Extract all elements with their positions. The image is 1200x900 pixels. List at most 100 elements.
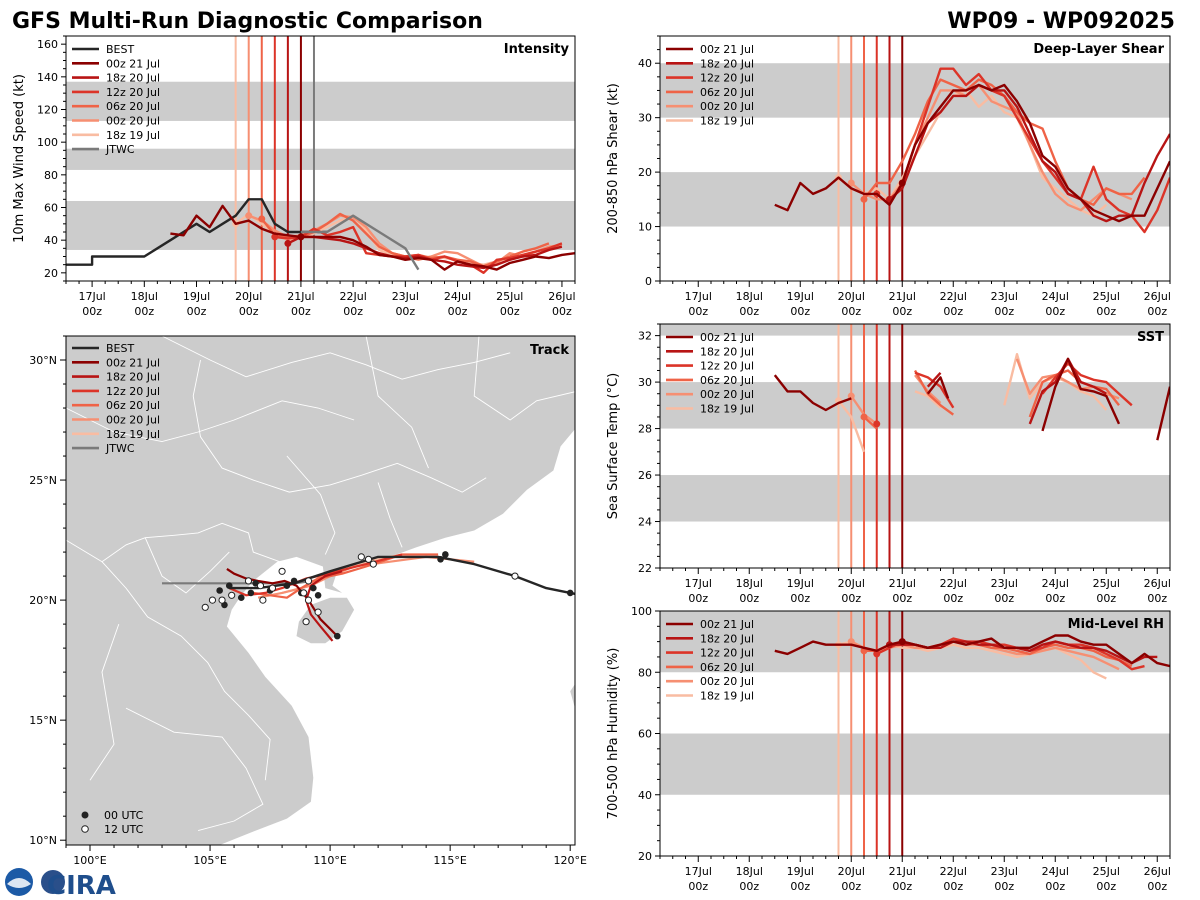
x-tick-label: 17Jul [685,290,712,303]
track-point-12utc [511,572,519,580]
track-point-12utc [369,560,377,568]
track-point-00utc [237,594,245,602]
noaa-wave-icon [7,878,31,888]
shaded-band [66,148,575,170]
x-tick-label: 19Jul [787,577,814,590]
admin-border [473,336,575,421]
x-tick-label: 19Jul [183,290,210,303]
series-line-00z-21-jul [773,374,852,412]
x-tick-sublabel: 00z [1045,880,1065,893]
x-tick-label: 26Jul [1144,865,1171,878]
track-point-12utc [268,584,277,592]
legend-label-06z-20-jul: 06z 20 Jul [106,100,160,113]
x-tick-sublabel: 00z [134,305,154,318]
y-tick-label: 60 [638,728,652,741]
admin-border [66,400,355,443]
intensity-panel: 20 40 60 80 100 120 140 160 17Jul 00z 18Jul 00z 19Ju… [12,35,576,318]
series-line-06z-20-jul [913,369,955,416]
init-point-12z-20-jul [873,650,881,658]
y-tick-label: 20°N [29,594,57,607]
shear-panel: 0 10 20 30 40 17Jul 00z 18Jul 00z 19Jul 00z 20Jul 00… [606,35,1171,318]
legend-label-00z-20-jul: 00z 20 Jul [700,388,754,401]
x-tick-sublabel: 00z [994,305,1014,318]
x-tick-label: 20Jul [838,577,865,590]
y-tick-label: 160 [37,38,58,51]
legend-label-00z-20-jul: 00z 20 Jul [700,675,754,688]
track-point-12utc [201,603,209,611]
legend-label-00z-20-jul: 00z 20 Jul [106,414,160,427]
track-point-12utc [314,608,322,616]
init-point-12z-20-jul [873,420,881,428]
x-tick-sublabel: 00z [291,305,311,318]
plot-area [660,36,1170,281]
y-tick-label: 30 [638,376,652,389]
x-tick-label: 24Jul [1042,577,1069,590]
x-tick-label: 22Jul [940,865,967,878]
y-tick-label: 15°N [29,714,57,727]
init-point-06z-20-jul [860,413,868,421]
y-tick-label: 20 [638,850,652,863]
legend-marker-00utc [81,811,89,819]
x-tick-sublabel: 00z [841,880,861,893]
legend-label-18z-20-jul: 18z 20 Jul [106,371,160,384]
legend-label-00z-21-jul: 00z 21 Jul [106,57,160,70]
admin-border [101,561,271,781]
x-tick-label: 110°E [313,854,346,867]
panel-title: Intensity [504,42,570,57]
init-point-00z-21-jul [898,638,906,646]
x-tick-sublabel: 00z [994,592,1014,605]
x-tick-label: 23Jul [392,290,419,303]
x-tick-sublabel: 00z [790,880,810,893]
legend-label-18z-20-jul: 18z 20 Jul [700,632,754,645]
shaded-band [66,200,575,250]
legend-marker-12utc [81,825,89,833]
shaded-band [660,324,1170,336]
legend-label-18z-19-jul: 18z 19 Jul [700,403,754,416]
x-tick-sublabel: 00z [187,305,207,318]
admin-border [286,455,336,555]
series-line-best [66,198,327,266]
x-tick-sublabel: 00z [790,305,810,318]
track-point-12utc [357,553,365,561]
track-point-00utc [290,577,298,585]
x-tick-label: 25Jul [1093,865,1120,878]
x-tick-label: 21Jul [889,865,916,878]
logo-text: CIRA [47,871,116,900]
track-point-12utc [256,582,265,590]
legend-label-best: BEST [106,43,134,56]
y-axis-label: Sea Surface Temp (°C) [606,373,621,520]
series-line-18z-19-jul [837,399,866,453]
legend-label-18z-20-jul: 18z 20 Jul [700,57,754,70]
admin-border [144,537,230,594]
plot-area [66,36,575,281]
track-point-00utc [216,587,223,594]
y-tick-label: 140 [37,71,58,84]
x-tick-label: 22Jul [940,577,967,590]
x-tick-sublabel: 00z [739,880,759,893]
legend-label-12z-20-jul: 12z 20 Jul [700,360,754,373]
rh-panel: 20 40 60 80 100 17Jul 00z 18Jul 00z 19Jul 00z 20Jul… [606,605,1171,893]
x-tick-sublabel: 00z [943,592,963,605]
y-tick-label: 20 [638,166,652,179]
y-tick-label: 10 [638,221,652,234]
x-tick-sublabel: 00z [739,305,759,318]
x-tick-label: 21Jul [287,290,314,303]
plot-area [660,324,1170,568]
y-tick-label: 80 [44,169,58,182]
y-tick-label: 100 [37,136,58,149]
track-point-00utc [566,589,574,597]
cira-logo: CIRA [5,868,116,900]
x-tick-sublabel: 00z [82,305,102,318]
track-point-00utc [225,582,233,589]
x-tick-label: 23Jul [991,290,1018,303]
legend-label-12z-20-jul: 12z 20 Jul [700,72,754,85]
x-tick-label: 105°E [193,854,226,867]
x-tick-label: 25Jul [1093,577,1120,590]
init-point-12z-20-jul [271,233,279,241]
x-tick-label: 18Jul [131,290,158,303]
x-tick-label: 26Jul [1144,577,1171,590]
y-tick-label: 22 [638,562,652,575]
x-tick-label: 18Jul [736,577,763,590]
track-point-12utc [304,577,313,585]
